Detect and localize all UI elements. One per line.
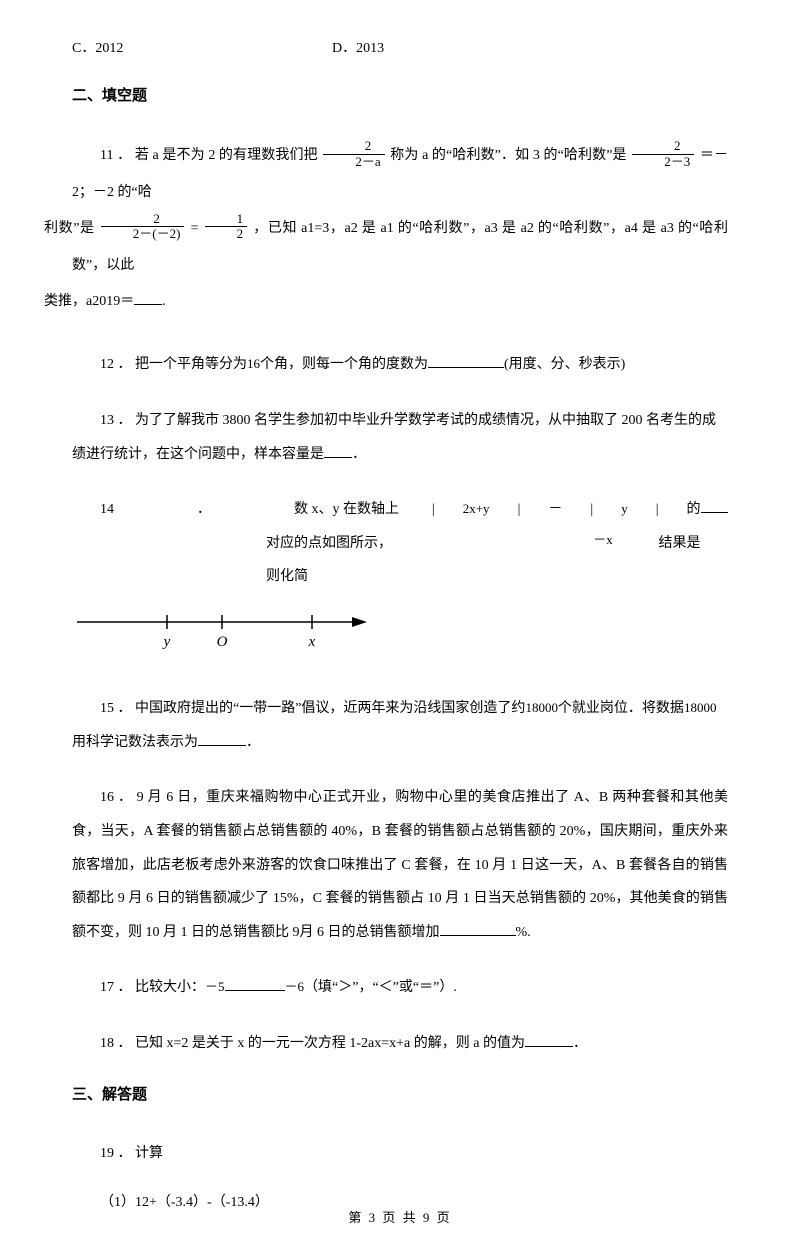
q15-text-3: 用科学记数法表示为 [72, 735, 198, 750]
q17-blank [225, 977, 285, 991]
q14-expr-2: y－x [593, 493, 628, 555]
q17-text-2: （填“＞”，“＜”或“＝”）. [304, 980, 457, 995]
q17-n2: －6 [285, 979, 305, 994]
question-11: 11 ． 若 a 是不为 2 的有理数我们把 2 2－a 称为 a 的“哈利数”… [72, 138, 728, 320]
q12-blank [428, 354, 504, 368]
q18-text-1: 18 ． 已知 x=2 是关于 x 的一元一次方程 1-2ax=x+a 的解，则… [100, 1036, 525, 1051]
q11-text-1: 11 ． 若 a 是不为 2 的有理数我们把 [100, 148, 318, 163]
question-12: 12 ． 把一个平角等分为16个角，则每一个角的度数为 (用度、分、秒表示) [72, 348, 728, 382]
q14-abs-2o: | [562, 493, 593, 527]
question-19: 19 ． 计算 [72, 1137, 728, 1171]
q16-text: 16 ． 9 月 6 日，重庆来福购物中心正式开业，购物中心里的美食店推出了 A… [72, 790, 728, 939]
q11-frac-1: 2 2－a [323, 139, 384, 169]
q14-expr-1: 2x+y [435, 493, 490, 524]
q15-blank [198, 732, 246, 746]
q12-num: 16 [247, 356, 260, 371]
q15-text-1: 15 ． 中国政府提出的“一带一路”倡议，近两年来为沿线国家创造了约 [100, 701, 525, 716]
q11-frac-2: 2 2－3 [632, 139, 694, 169]
mc-options-row: C．2012 D．2013 [72, 38, 728, 60]
option-d: D．2013 [332, 38, 384, 60]
q11-blank [134, 291, 162, 305]
q14-text-2: 的结果是 [659, 493, 701, 560]
q12-text-2: 个角，则每一个角的度数为 [260, 357, 428, 372]
number-line-svg: y O x [72, 604, 372, 654]
q13-blank [324, 444, 352, 458]
question-18: 18 ． 已知 x=2 是关于 x 的一元一次方程 1-2ax=x+a 的解，则… [72, 1027, 728, 1061]
question-13: 13 ． 为了了解我市 3800 名学生参加初中毕业升学数学考试的成绩情况，从中… [72, 404, 728, 471]
q14-abs-1o: | [404, 493, 435, 527]
question-15: 15 ． 中国政府提出的“一带一路”倡议，近两年来为沿线国家创造了约18000个… [72, 692, 728, 759]
q17-n1: －5 [205, 979, 225, 994]
q12-text-1: 12 ． 把一个平角等分为 [100, 357, 247, 372]
q16-text-2: %. [516, 925, 531, 940]
q14-dot: ． [169, 493, 211, 527]
q11-frac-4: 1 2 [205, 212, 248, 242]
q14-abs-1c: | [490, 493, 521, 527]
q18-blank [525, 1033, 573, 1047]
q15-text-2: 个就业岗位．将数据 [558, 701, 684, 716]
q19-text: 19 ． 计算 [100, 1146, 163, 1161]
q15-text-4: ． [246, 735, 260, 750]
svg-text:O: O [217, 634, 228, 650]
question-14: 14 ． 数 x、y 在数轴上对应的点如图所示，则化简 |2x+y|－|y－x|… [72, 493, 728, 594]
q14-text-1: 数 x、y 在数轴上对应的点如图所示，则化简 [266, 493, 404, 594]
q17-text-1: 17 ． 比较大小： [100, 980, 205, 995]
q11-text-6: 类推，a2019＝ [44, 294, 134, 309]
number-line-figure: y O x [72, 604, 728, 662]
q12-text-3: (用度、分、秒表示) [504, 357, 625, 372]
q11-text-4: 利数”是 [44, 221, 95, 236]
q13-text-2: ． [352, 447, 366, 462]
svg-text:x: x [308, 634, 316, 650]
q11-eq: = [191, 221, 203, 236]
question-16: 16 ． 9 月 6 日，重庆来福购物中心正式开业，购物中心里的美食店推出了 A… [72, 781, 728, 949]
q16-blank [440, 922, 516, 936]
q15-n2: 18000 [684, 700, 717, 715]
section-2-heading: 二、填空题 [72, 84, 728, 108]
q14-abs-2c: | [628, 493, 659, 527]
section-3-heading: 三、解答题 [72, 1083, 728, 1107]
q11-text-7: . [162, 294, 166, 309]
q11-text-2: 称为 a 的“哈利数”．如 3 的“哈利数”是 [390, 148, 626, 163]
svg-text:y: y [162, 634, 171, 650]
q13-text-1: 13 ． 为了了解我市 3800 名学生参加初中毕业升学数学考试的成绩情况，从中… [72, 413, 716, 462]
q18-text-2: ． [573, 1036, 587, 1051]
q14-num: 14 [72, 493, 114, 527]
q15-n1: 18000 [525, 700, 558, 715]
q11-frac-3: 2 2－(－2) [101, 212, 185, 242]
option-c: C．2012 [72, 38, 332, 60]
question-17: 17 ． 比较大小：－5 －6（填“＞”，“＜”或“＝”）. [72, 971, 728, 1005]
page-footer: 第 3 页 共 9 页 [0, 1208, 800, 1229]
q14-minus: － [520, 493, 562, 527]
q14-blank [701, 499, 729, 513]
